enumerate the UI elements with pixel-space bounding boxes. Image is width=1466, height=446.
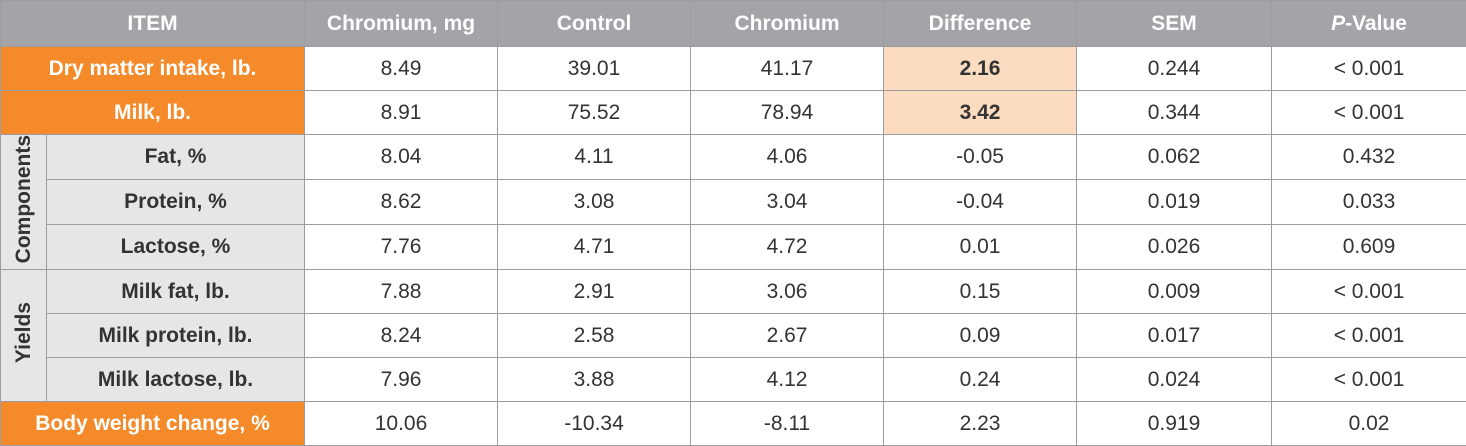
cell-control: -10.34 bbox=[498, 402, 691, 446]
header-item: ITEM bbox=[1, 1, 305, 47]
cell-p-value: 0.609 bbox=[1272, 225, 1466, 270]
row-label: Milk protein, lb. bbox=[47, 314, 305, 358]
cell-control: 3.88 bbox=[498, 358, 691, 402]
cell-chromium-mg: 7.76 bbox=[305, 225, 498, 270]
cell-difference: 0.24 bbox=[884, 358, 1077, 402]
cell-sem: 0.026 bbox=[1077, 225, 1272, 270]
cell-sem: 0.019 bbox=[1077, 180, 1272, 225]
cell-chromium: 3.04 bbox=[691, 180, 884, 225]
cell-chromium: -8.11 bbox=[691, 402, 884, 446]
cell-chromium-mg: 7.96 bbox=[305, 358, 498, 402]
cell-p-value: < 0.001 bbox=[1272, 270, 1466, 314]
cell-chromium: 3.06 bbox=[691, 270, 884, 314]
cell-p-value: < 0.001 bbox=[1272, 314, 1466, 358]
cell-control: 2.91 bbox=[498, 270, 691, 314]
table-row: Yields Milk fat, lb. 7.88 2.91 3.06 0.15… bbox=[1, 270, 1466, 314]
table-row: Lactose, % 7.76 4.71 4.72 0.01 0.026 0.6… bbox=[1, 225, 1466, 270]
cell-chromium-mg: 8.62 bbox=[305, 180, 498, 225]
table-row: Dry matter intake, lb. 8.49 39.01 41.17 … bbox=[1, 47, 1466, 91]
cell-difference: 2.16 bbox=[884, 47, 1077, 91]
cell-chromium-mg: 8.24 bbox=[305, 314, 498, 358]
cell-difference: 2.23 bbox=[884, 402, 1077, 446]
cell-chromium: 4.06 bbox=[691, 135, 884, 180]
cell-chromium: 78.94 bbox=[691, 91, 884, 135]
cell-chromium: 4.72 bbox=[691, 225, 884, 270]
cell-difference: 0.01 bbox=[884, 225, 1077, 270]
cell-p-value: 0.02 bbox=[1272, 402, 1466, 446]
header-sem: SEM bbox=[1077, 1, 1272, 47]
cell-chromium-mg: 10.06 bbox=[305, 402, 498, 446]
cell-control: 39.01 bbox=[498, 47, 691, 91]
cell-control: 4.11 bbox=[498, 135, 691, 180]
cell-chromium: 4.12 bbox=[691, 358, 884, 402]
header-p-rest: -Value bbox=[1345, 12, 1407, 35]
header-p-value: P-Value bbox=[1272, 1, 1466, 47]
table-row: Components Fat, % 8.04 4.11 4.06 -0.05 0… bbox=[1, 135, 1466, 180]
cell-difference: -0.05 bbox=[884, 135, 1077, 180]
cell-sem: 0.919 bbox=[1077, 402, 1272, 446]
row-label: Milk fat, lb. bbox=[47, 270, 305, 314]
row-label: Protein, % bbox=[47, 180, 305, 225]
cell-chromium: 41.17 bbox=[691, 47, 884, 91]
cell-chromium-mg: 8.04 bbox=[305, 135, 498, 180]
cell-difference: -0.04 bbox=[884, 180, 1077, 225]
group-label-components: Components bbox=[1, 135, 47, 270]
header-chromium: Chromium bbox=[691, 1, 884, 47]
header-row: ITEM Chromium, mg Control Chromium Diffe… bbox=[1, 1, 1466, 47]
header-p-italic: P bbox=[1331, 12, 1345, 35]
table-row: Milk protein, lb. 8.24 2.58 2.67 0.09 0.… bbox=[1, 314, 1466, 358]
cell-chromium-mg: 7.88 bbox=[305, 270, 498, 314]
header-chromium-mg: Chromium, mg bbox=[305, 1, 498, 47]
cell-control: 2.58 bbox=[498, 314, 691, 358]
cell-sem: 0.244 bbox=[1077, 47, 1272, 91]
cell-control: 4.71 bbox=[498, 225, 691, 270]
cell-sem: 0.024 bbox=[1077, 358, 1272, 402]
cell-p-value: 0.432 bbox=[1272, 135, 1466, 180]
cell-control: 3.08 bbox=[498, 180, 691, 225]
row-label: Lactose, % bbox=[47, 225, 305, 270]
row-label: Fat, % bbox=[47, 135, 305, 180]
cell-sem: 0.344 bbox=[1077, 91, 1272, 135]
row-label: Body weight change, % bbox=[1, 402, 305, 446]
cell-difference: 0.15 bbox=[884, 270, 1077, 314]
header-control: Control bbox=[498, 1, 691, 47]
header-difference: Difference bbox=[884, 1, 1077, 47]
cell-p-value: < 0.001 bbox=[1272, 47, 1466, 91]
table-row: Milk, lb. 8.91 75.52 78.94 3.42 0.344 < … bbox=[1, 91, 1466, 135]
cell-control: 75.52 bbox=[498, 91, 691, 135]
cell-difference: 0.09 bbox=[884, 314, 1077, 358]
row-label: Milk, lb. bbox=[1, 91, 305, 135]
table-row: Protein, % 8.62 3.08 3.04 -0.04 0.019 0.… bbox=[1, 180, 1466, 225]
cell-p-value: < 0.001 bbox=[1272, 91, 1466, 135]
cell-p-value: < 0.001 bbox=[1272, 358, 1466, 402]
cell-chromium-mg: 8.49 bbox=[305, 47, 498, 91]
cell-sem: 0.017 bbox=[1077, 314, 1272, 358]
cell-chromium: 2.67 bbox=[691, 314, 884, 358]
cell-sem: 0.009 bbox=[1077, 270, 1272, 314]
cell-chromium-mg: 8.91 bbox=[305, 91, 498, 135]
cell-p-value: 0.033 bbox=[1272, 180, 1466, 225]
row-label: Dry matter intake, lb. bbox=[1, 47, 305, 91]
row-label: Milk lactose, lb. bbox=[47, 358, 305, 402]
table-row: Body weight change, % 10.06 -10.34 -8.11… bbox=[1, 402, 1466, 446]
cell-difference: 3.42 bbox=[884, 91, 1077, 135]
table-row: Milk lactose, lb. 7.96 3.88 4.12 0.24 0.… bbox=[1, 358, 1466, 402]
group-label-yields: Yields bbox=[1, 270, 47, 402]
cell-sem: 0.062 bbox=[1077, 135, 1272, 180]
